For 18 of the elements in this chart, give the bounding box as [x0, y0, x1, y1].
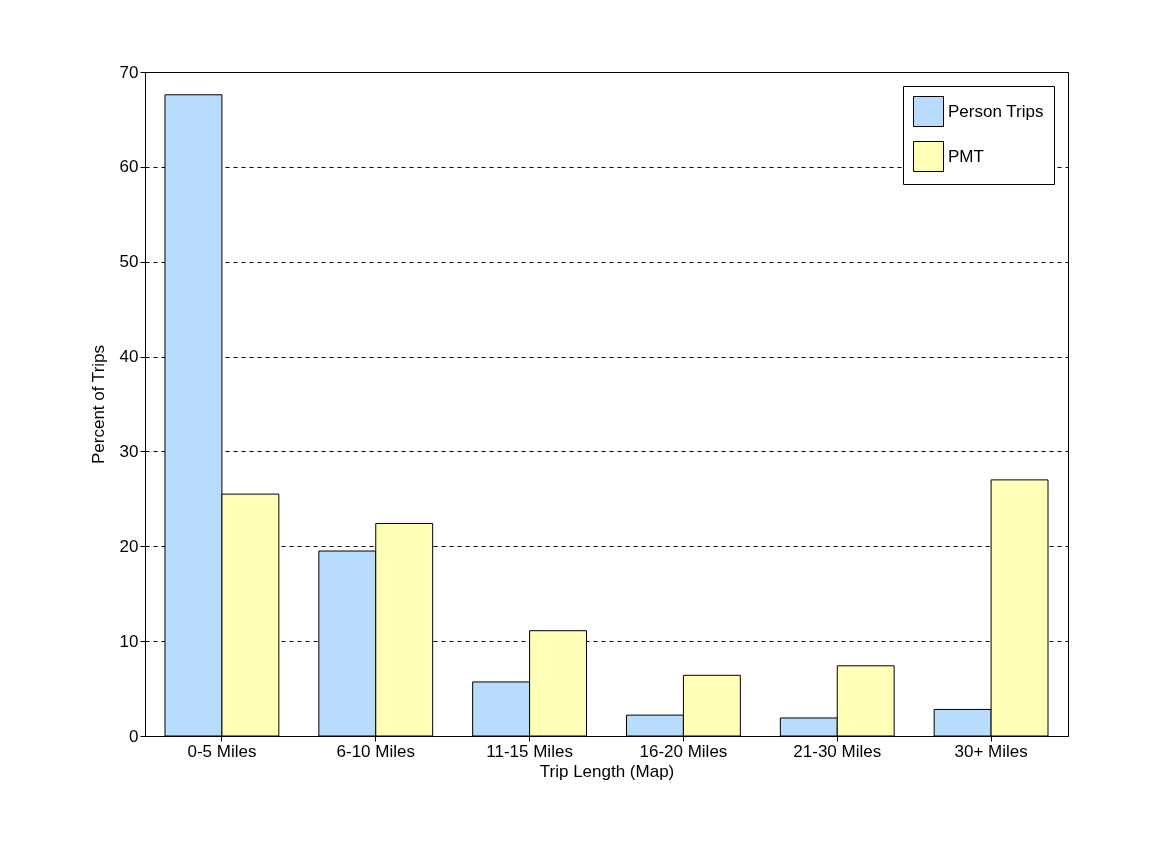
y-tick-label: 10: [119, 631, 139, 651]
y-tick-label: 20: [119, 536, 139, 556]
y-tick-label: 0: [129, 726, 139, 746]
x-tick-label: 16-20 Miles: [639, 741, 728, 761]
x-tick-label: 30+ Miles: [954, 741, 1028, 761]
y-tick-label: 40: [119, 347, 139, 367]
x-tick-label: 11-15 Miles: [486, 741, 573, 761]
x-axis-title: Trip Length (Map): [539, 761, 675, 781]
y-tick-label: 50: [119, 252, 139, 272]
x-tick-label: 6-10 Miles: [336, 741, 415, 761]
legend-label: PMT: [948, 146, 984, 166]
y-tick-label: 30: [119, 441, 139, 461]
x-tick-label: 21-30 Miles: [793, 741, 882, 761]
y-tick-label: 60: [119, 157, 139, 177]
y-axis-title: Percent of Trips: [88, 344, 108, 465]
y-tick-label: 70: [119, 62, 139, 82]
x-tick-label: 0-5 Miles: [187, 741, 257, 761]
legend-label: Person Trips: [948, 101, 1044, 121]
